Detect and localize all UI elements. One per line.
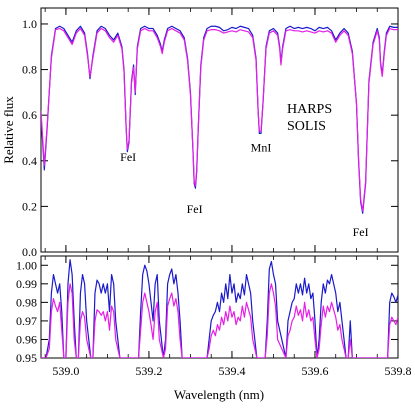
top-axis-ticks: 0.0 0.2 0.4 0.6 0.8 1.0 [22, 8, 399, 259]
x-tick-label: 539.8 [385, 364, 412, 378]
y-tick-label: 0.99 [16, 277, 37, 291]
y-tick-label: 0.2 [22, 199, 37, 213]
x-tick-label: 539.0 [52, 364, 79, 378]
series-line-harps-top [41, 25, 398, 214]
legend-solis: SOLIS [287, 119, 326, 134]
y-tick-label: 0.97 [16, 314, 37, 328]
line-annotation-label: FeI [353, 225, 369, 239]
y-tick-label: 1.0 [22, 17, 37, 31]
series-line-solis-top [41, 27, 398, 212]
line-annotations: FeI FeI MnI FeI [120, 141, 368, 239]
legend-harps: HARPS [287, 102, 332, 117]
y-tick-label: 0.98 [16, 295, 37, 309]
bottom-axis-ticks: 539.0 539.2 539.4 539.6 539.8 0.95 0.96 0.97 0.9… [16, 256, 412, 378]
x-tick-label: 539.4 [218, 364, 245, 378]
legend: HARPS SOLIS [287, 102, 332, 134]
top-panel-frame [40, 7, 399, 253]
y-tick-label: 0.4 [22, 154, 37, 168]
line-annotation-label: MnI [251, 141, 272, 155]
y-tick-label: 0.96 [16, 332, 37, 346]
line-annotation-label: FeI [187, 202, 203, 216]
bottom-panel-frame [40, 255, 399, 359]
x-tick-label: 539.6 [301, 364, 328, 378]
series-line-harps-bottom [41, 259, 398, 358]
series-line-solis-bottom [41, 283, 398, 358]
top-series-group [41, 25, 398, 214]
x-axis-label: Wavelength (nm) [174, 387, 264, 402]
bottom-panel: 539.0 539.2 539.4 539.6 539.8 0.95 0.96 0.97 0.9… [16, 255, 412, 378]
bottom-series-group [41, 259, 398, 358]
y-tick-label: 0.0 [22, 245, 37, 259]
y-axis-label: Relative flux [1, 96, 16, 164]
y-tick-label: 1.00 [16, 258, 37, 272]
x-tick-label: 539.2 [135, 364, 162, 378]
y-tick-label: 0.6 [22, 108, 37, 122]
y-tick-label: 0.95 [16, 351, 37, 365]
y-tick-label: 0.8 [22, 63, 37, 77]
line-annotation-label: FeI [120, 150, 136, 164]
top-panel: 0.0 0.2 0.4 0.6 0.8 1.0 FeI FeI MnI FeI HARPS SO… [22, 7, 399, 259]
